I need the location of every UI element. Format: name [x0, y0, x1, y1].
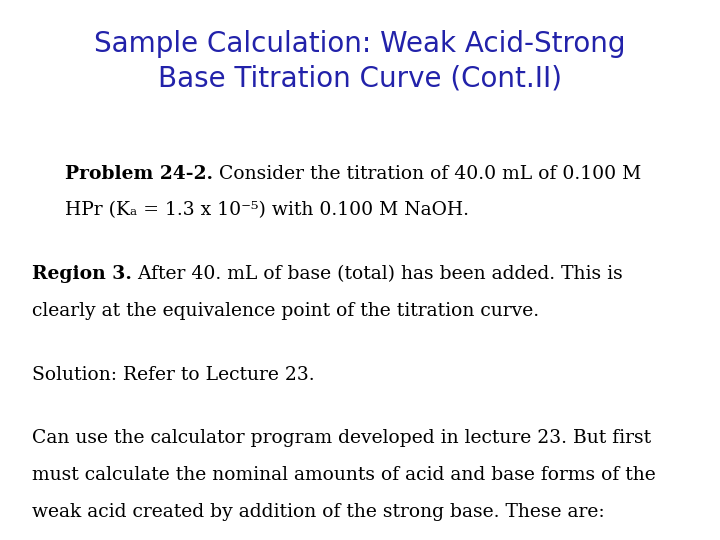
Text: clearly at the equivalence point of the titration curve.: clearly at the equivalence point of the …	[32, 302, 539, 320]
Text: Solution: Refer to Lecture 23.: Solution: Refer to Lecture 23.	[32, 366, 315, 383]
Text: HPr (Kₐ = 1.3 x 10⁻⁵) with 0.100 M NaOH.: HPr (Kₐ = 1.3 x 10⁻⁵) with 0.100 M NaOH.	[65, 201, 469, 219]
Text: After 40. mL of base (total) has been added. This is: After 40. mL of base (total) has been ad…	[132, 265, 623, 283]
Text: must calculate the nominal amounts of acid and base forms of the: must calculate the nominal amounts of ac…	[32, 466, 656, 484]
Text: Can use the calculator program developed in lecture 23. But first: Can use the calculator program developed…	[32, 429, 652, 447]
Text: Consider the titration of 40.0 mL of 0.100 M: Consider the titration of 40.0 mL of 0.1…	[213, 165, 641, 183]
Text: Sample Calculation: Weak Acid-Strong
Base Titration Curve (Cont.II): Sample Calculation: Weak Acid-Strong Bas…	[94, 30, 626, 92]
Text: Region 3.: Region 3.	[32, 265, 132, 283]
Text: Problem 24-2.: Problem 24-2.	[65, 165, 213, 183]
Text: weak acid created by addition of the strong base. These are:: weak acid created by addition of the str…	[32, 503, 605, 521]
